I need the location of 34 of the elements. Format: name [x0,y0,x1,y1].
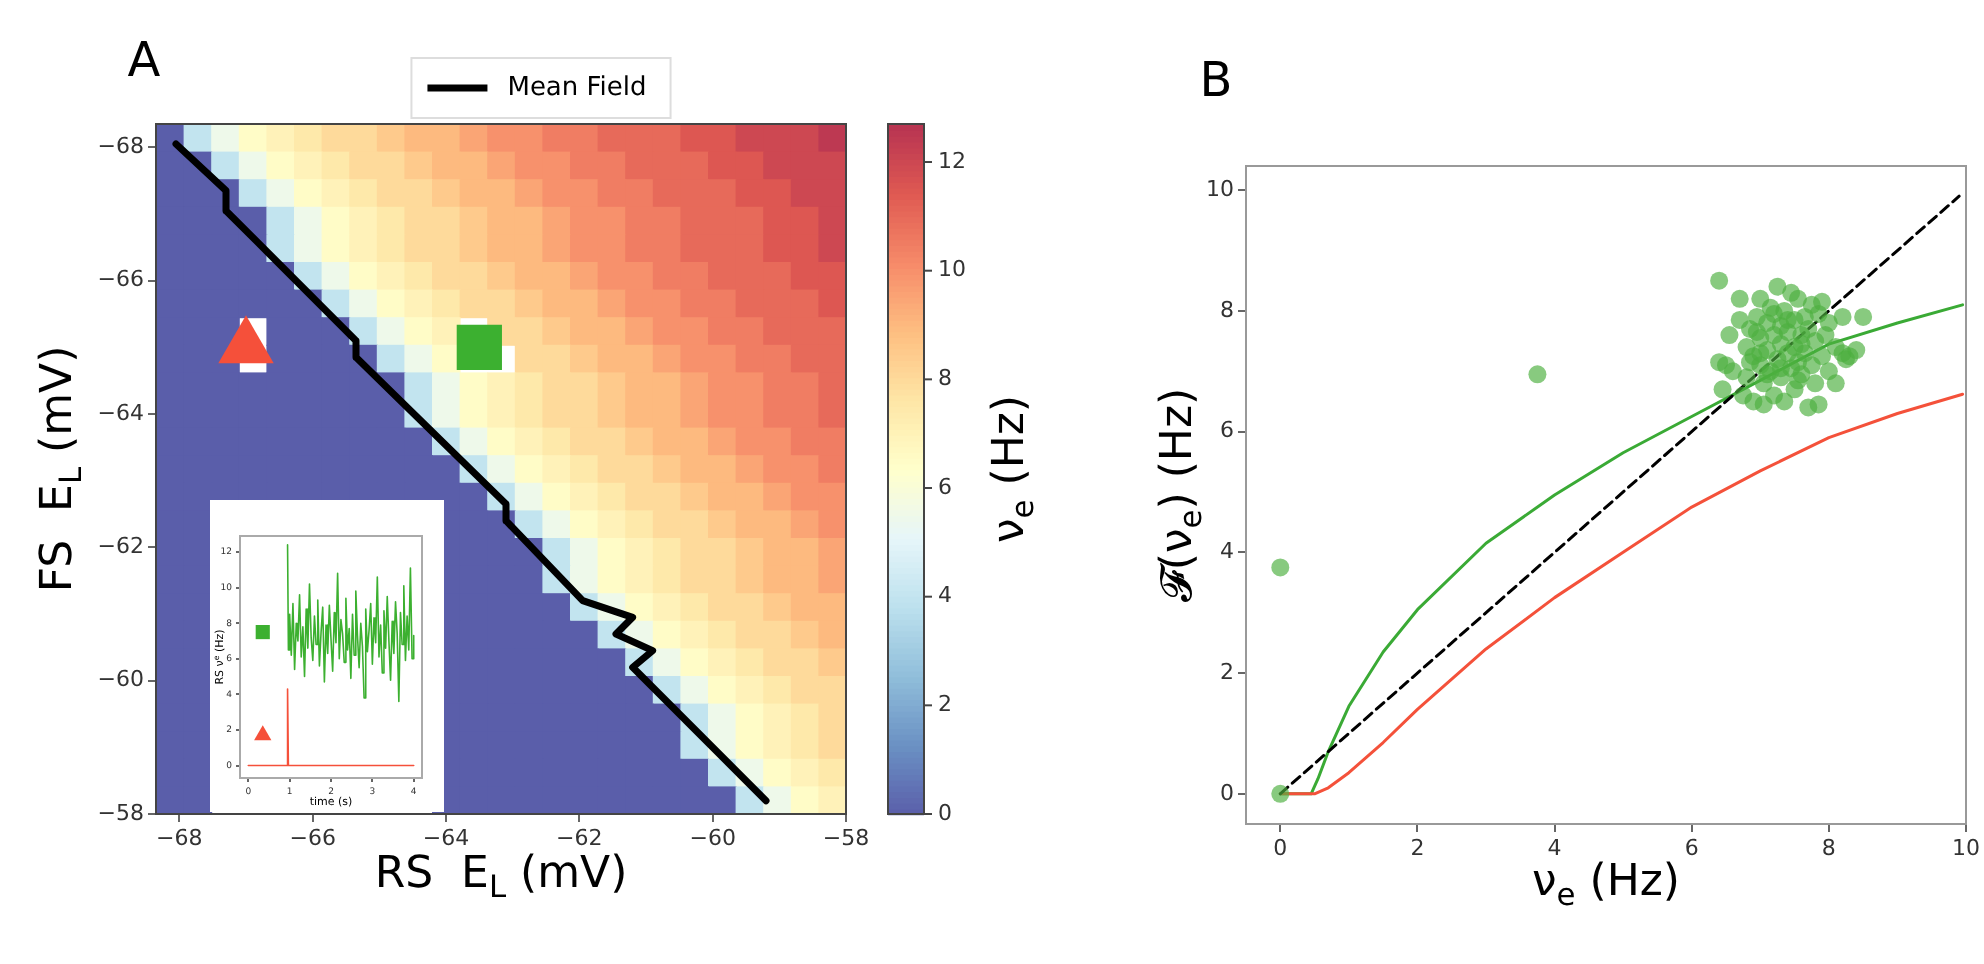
y-tick-label: −62 [97,533,144,560]
y-tick-label: 8 [1220,296,1234,323]
legend-label: Mean Field [507,72,647,103]
color-bar-title: νe (Hz) [985,394,1042,544]
x-tick-label: −66 [289,824,336,851]
x-tick-label: 8 [1821,834,1836,861]
chart-title: B [1199,52,1233,109]
y-tick-label: −66 [97,266,144,293]
x-tick-label: 10 [1952,834,1980,861]
color-bar-label: 6 [938,473,952,500]
x-tick-label: −68 [156,824,203,851]
y-tick-label: 6 [1220,417,1234,444]
color-bar-label: 8 [938,365,952,392]
color-bar-label: 12 [938,147,966,174]
y-tick-label: 2 [1220,658,1234,685]
chart-title: A [127,32,162,89]
y-tick-label: 10 [1206,175,1234,202]
y-tick-label: −60 [97,666,144,693]
x-tick-label: 2 [1410,834,1425,861]
x-tick-label: 6 [1684,834,1699,861]
y-axis-title: 𝓕(νe) (Hz) [1153,387,1210,603]
color-bar-label: 4 [938,582,952,609]
y-tick-label: −68 [97,133,144,160]
x-tick-label: −62 [556,824,603,851]
x-tick-label: −60 [689,824,736,851]
y-tick-label: −64 [97,399,144,426]
y-axis-title: FS EL (mV) [33,345,90,593]
y-tick-label: 4 [1220,538,1234,565]
color-bar-label: 2 [938,691,952,718]
x-tick-label: −64 [422,824,470,851]
x-tick-label: 4 [1547,834,1562,861]
x-tick-label: −58 [822,824,870,851]
color-bar-label: 10 [938,256,966,283]
x-tick-label: 0 [1273,834,1288,861]
